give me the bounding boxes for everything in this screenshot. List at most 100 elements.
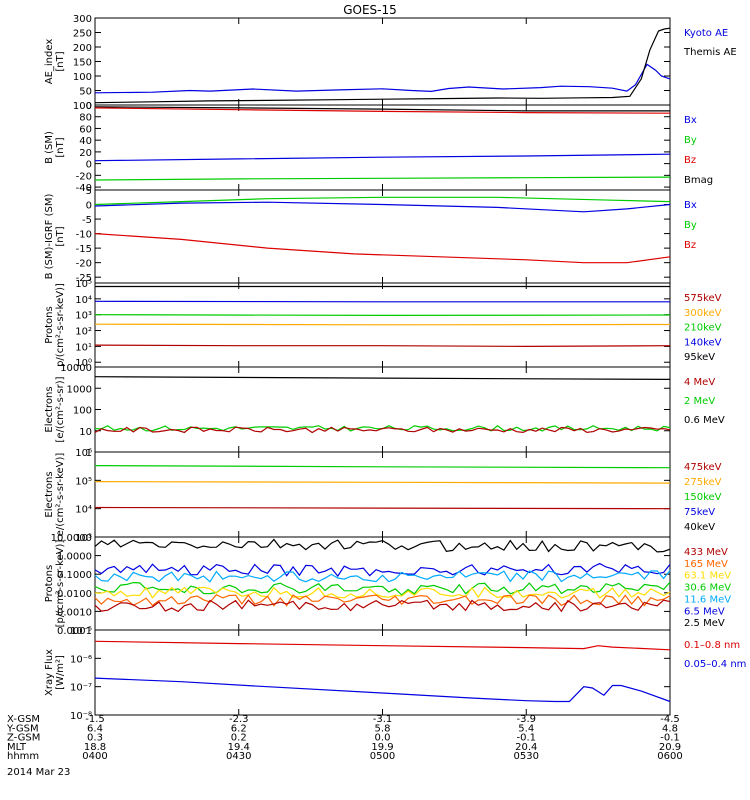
y-tick-label: 300 <box>73 14 92 25</box>
y-tick-label: 0.1000 <box>57 570 92 581</box>
chart-title: GOES-15 <box>343 3 397 17</box>
y-axis-label: B (SM) <box>44 131 55 164</box>
ephemeris-value: 5.4 <box>518 723 534 734</box>
y-tick-label: 100 <box>73 101 92 112</box>
series-line-themis-ae <box>94 27 671 104</box>
series-line-275kev <box>94 481 671 484</box>
legend-entry: 4 MeV <box>684 377 715 388</box>
y-tick-label: 20 <box>79 148 92 159</box>
panel-4: 10⁰ 10¹ 10² 10³ 10⁴ 10⁵ Protons p/(cm²-s-sr-keV… <box>44 279 722 369</box>
ephemeris-value: 0600 <box>657 751 682 762</box>
series-line-63-1-mev <box>94 586 671 599</box>
panel-1: 0 50 100 150 200 250 300 AE_index [nT] Kyoto AE Th… <box>44 14 737 112</box>
y-tick-label: 10² <box>75 327 92 338</box>
y-tick-label: -25 <box>76 273 92 284</box>
ephemeris-value: -0.1 <box>516 733 536 744</box>
legend-entry: 0.05–0.4 nm <box>684 659 746 670</box>
y-tick-label: 40 <box>79 136 92 147</box>
series-line-bx <box>94 153 671 162</box>
y-tick-label: -5 <box>82 215 92 226</box>
ephemeris-value: 19.9 <box>371 742 393 753</box>
panel-frame <box>94 536 671 631</box>
ephemeris-row-label: X-GSM <box>7 714 40 725</box>
y-axis-label: Electrons <box>44 471 55 517</box>
date-label: 2014 Mar 23 <box>7 767 70 778</box>
y-axis-label: [e/(cm²-s-sr)] <box>55 376 66 442</box>
legend-entry: 63.1 MeV <box>684 571 731 582</box>
panel-5: 1 10 100 1000 10000 Electrons [e/(cm²-s-sr)] 4 … <box>44 363 725 459</box>
y-tick-label: 1 <box>86 448 92 459</box>
y-tick-label: 10⁻⁶ <box>70 654 92 665</box>
ephemeris-value: -2.3 <box>229 714 249 725</box>
y-tick-label: 10⁴ <box>75 295 92 306</box>
y-tick-label: -20 <box>76 259 92 270</box>
legend-entry: 95keV <box>684 352 715 363</box>
legend-entry: Bz <box>684 155 696 166</box>
panel-frame <box>94 451 671 538</box>
ephemeris-value: 0500 <box>370 751 395 762</box>
ephemeris-value: 20.9 <box>659 742 681 753</box>
panel-7: 10.0000 1.0000 0.1000 0.0100 0.0010 0.0001 Pro… <box>44 533 731 637</box>
y-tick-label: 10⁰ <box>75 358 92 369</box>
legend-entry: 0.6 MeV <box>684 415 725 426</box>
y-axis-label: [nT] <box>55 226 66 246</box>
y-tick-label: 0.0010 <box>57 607 92 618</box>
legend-entry: 75keV <box>684 507 715 518</box>
series-line-6-5-mev <box>94 562 671 578</box>
y-tick-label: 10⁵ <box>75 476 92 487</box>
legend-entry: Bz <box>684 240 696 251</box>
legend-entry: 6.5 MeV <box>684 606 725 617</box>
legend-entry: 0.1–0.8 nm <box>684 640 740 651</box>
y-tick-label: 10000 <box>60 363 92 374</box>
series-line-11-6-mev <box>94 570 671 583</box>
ephemeris-value: -4.5 <box>660 714 680 725</box>
y-tick-label: -40 <box>76 183 92 194</box>
y-tick-label: 100 <box>73 406 92 417</box>
y-axis-label: [p/(cm²-s-sr-keV)] <box>55 540 66 628</box>
panel-8: 10⁻⁵ 10⁻⁶ 10⁻⁷ 10⁻⁸ Xray Flux [W/m²] 0.1–0.8 n… <box>44 626 746 722</box>
y-tick-label: 10¹ <box>75 342 92 353</box>
legend-entry: Bx <box>684 115 697 126</box>
legend-entry: 2 MeV <box>684 396 715 407</box>
series-line-bz <box>94 107 671 114</box>
y-tick-label: 150 <box>73 58 92 69</box>
panel-frame <box>94 366 671 453</box>
ephemeris-value: 0.0 <box>375 733 391 744</box>
series-line-0-1-0-8-nm <box>94 640 671 651</box>
legend-entry: Themis AE <box>683 47 737 58</box>
y-tick-label: 200 <box>73 43 92 54</box>
y-axis-label: Protons <box>44 565 55 602</box>
y-tick-label: 10⁻⁵ <box>70 626 92 637</box>
ephemeris-value: 5.8 <box>375 723 391 734</box>
y-tick-label: 10.0000 <box>51 533 92 544</box>
y-tick-label: 100 <box>73 72 92 83</box>
panel-6: 10³ 10⁴ 10⁵ 10⁶ Electrons e/(cm²-s-sr-keV)] 47… <box>44 448 722 544</box>
legend-entry: 11.6 MeV <box>684 594 731 605</box>
series-line-bx <box>94 201 671 213</box>
y-axis-label: e/(cm²-s-sr-keV)] <box>55 453 66 537</box>
ephemeris-value: 0.3 <box>87 733 103 744</box>
y-axis-label: B (SM)-IGRF (SM) <box>44 194 55 280</box>
y-tick-label: 10⁶ <box>75 448 92 459</box>
series-line-575kev <box>94 344 671 348</box>
legend-entry: Bmag <box>684 175 713 186</box>
panel-frame <box>94 17 671 106</box>
ephemeris-value: -1.5 <box>85 714 105 725</box>
legend-entry: 575keV <box>684 293 722 304</box>
legend-entry: By <box>684 220 697 231</box>
y-tick-label: 0.0001 <box>57 626 92 637</box>
y-tick-label: 5 <box>86 186 92 197</box>
ephemeris-value: 18.8 <box>84 742 106 753</box>
series-line-bmag <box>94 106 670 112</box>
y-axis-label: [nT] <box>55 137 66 157</box>
y-tick-label: 60 <box>79 124 92 135</box>
series-line-30-6-mev <box>94 581 671 596</box>
legend-entry: By <box>684 135 697 146</box>
y-tick-label: 0 <box>86 160 92 171</box>
ephemeris-row-label: Y-GSM <box>6 723 39 734</box>
legend-entry: 150keV <box>684 492 722 503</box>
y-tick-label: 10⁻⁸ <box>70 711 92 722</box>
legend-entry: 165 MeV <box>684 559 728 570</box>
series-line-433-mev <box>94 599 671 613</box>
